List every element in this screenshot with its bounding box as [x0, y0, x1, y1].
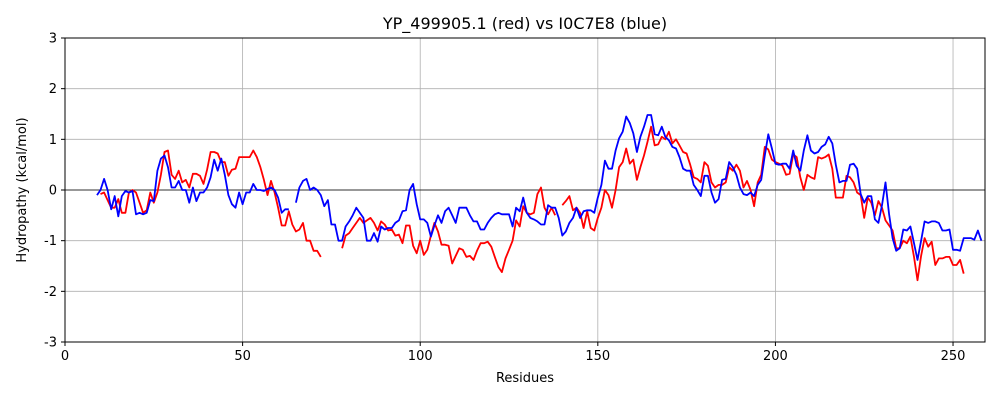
y-tick-label: -3 — [44, 336, 57, 351]
y-tick-label: 0 — [49, 184, 57, 199]
x-tick-label: 250 — [941, 349, 966, 364]
x-tick-label: 200 — [763, 349, 788, 364]
y-tick-label: -2 — [44, 285, 57, 300]
series-line-segment — [561, 125, 965, 282]
series-line-segment — [100, 149, 322, 258]
y-tick-label: -1 — [44, 234, 57, 249]
y-axis-label: Hydropathy (kcal/mol) — [15, 117, 30, 262]
series-line-segment — [341, 186, 557, 274]
series-line-segment — [96, 154, 289, 218]
y-tick-label: 2 — [49, 82, 57, 97]
y-axis-ticks: -3 -2 -1 0 1 2 3 — [44, 32, 65, 351]
red-series — [100, 125, 965, 282]
x-axis-ticks: 0 50 100 150 200 250 — [61, 342, 966, 364]
y-tick-label: 3 — [49, 32, 57, 47]
x-tick-label: 50 — [234, 349, 251, 364]
blue-series — [96, 114, 983, 261]
chart-title: YP_499905.1 (red) vs I0C7E8 (blue) — [382, 14, 667, 34]
series-line-segment — [295, 114, 983, 261]
x-tick-label: 150 — [585, 349, 610, 364]
x-tick-label: 0 — [61, 349, 69, 364]
x-tick-label: 100 — [408, 349, 433, 364]
y-tick-label: 1 — [49, 133, 57, 148]
x-axis-label: Residues — [496, 371, 554, 386]
series-lines — [96, 114, 983, 282]
